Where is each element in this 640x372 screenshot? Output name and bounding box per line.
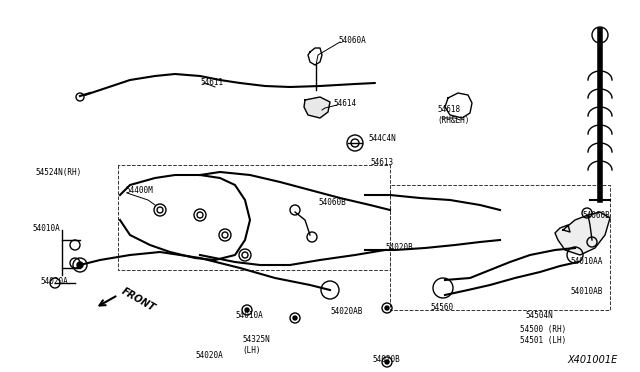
Text: 54400M: 54400M: [125, 186, 153, 195]
Text: 54060B: 54060B: [318, 198, 346, 206]
Text: 54613: 54613: [370, 157, 393, 167]
Circle shape: [293, 316, 297, 320]
Text: 544C4N: 544C4N: [368, 134, 396, 142]
Text: 54020AB: 54020AB: [330, 308, 362, 317]
Text: 54504N: 54504N: [525, 311, 553, 320]
Text: 54060B: 54060B: [582, 211, 610, 219]
Text: 54500 (RH)
54501 (LH): 54500 (RH) 54501 (LH): [520, 325, 566, 345]
Text: 54618
(RH&LH): 54618 (RH&LH): [437, 105, 469, 125]
Text: 54010AA: 54010AA: [570, 257, 602, 266]
Circle shape: [385, 360, 389, 364]
Circle shape: [385, 306, 389, 310]
Text: 54614: 54614: [333, 99, 356, 108]
Text: 54010A: 54010A: [32, 224, 60, 232]
Polygon shape: [304, 97, 330, 118]
Text: 54010A: 54010A: [235, 311, 263, 320]
Text: 54020A: 54020A: [40, 278, 68, 286]
Text: FRONT: FRONT: [120, 286, 157, 314]
Circle shape: [245, 308, 249, 312]
Text: 54560: 54560: [430, 302, 453, 311]
Polygon shape: [555, 212, 610, 255]
Text: 54020B: 54020B: [372, 356, 400, 365]
Circle shape: [77, 262, 83, 268]
Text: 54611: 54611: [200, 77, 223, 87]
Text: 54325N
(LH): 54325N (LH): [242, 335, 269, 355]
Text: X401001E: X401001E: [568, 355, 618, 365]
Text: 54020B: 54020B: [385, 244, 413, 253]
Text: 54020A: 54020A: [195, 350, 223, 359]
Text: 54010AB: 54010AB: [570, 288, 602, 296]
Text: 54060A: 54060A: [338, 35, 365, 45]
Text: 54524N(RH): 54524N(RH): [35, 167, 81, 176]
